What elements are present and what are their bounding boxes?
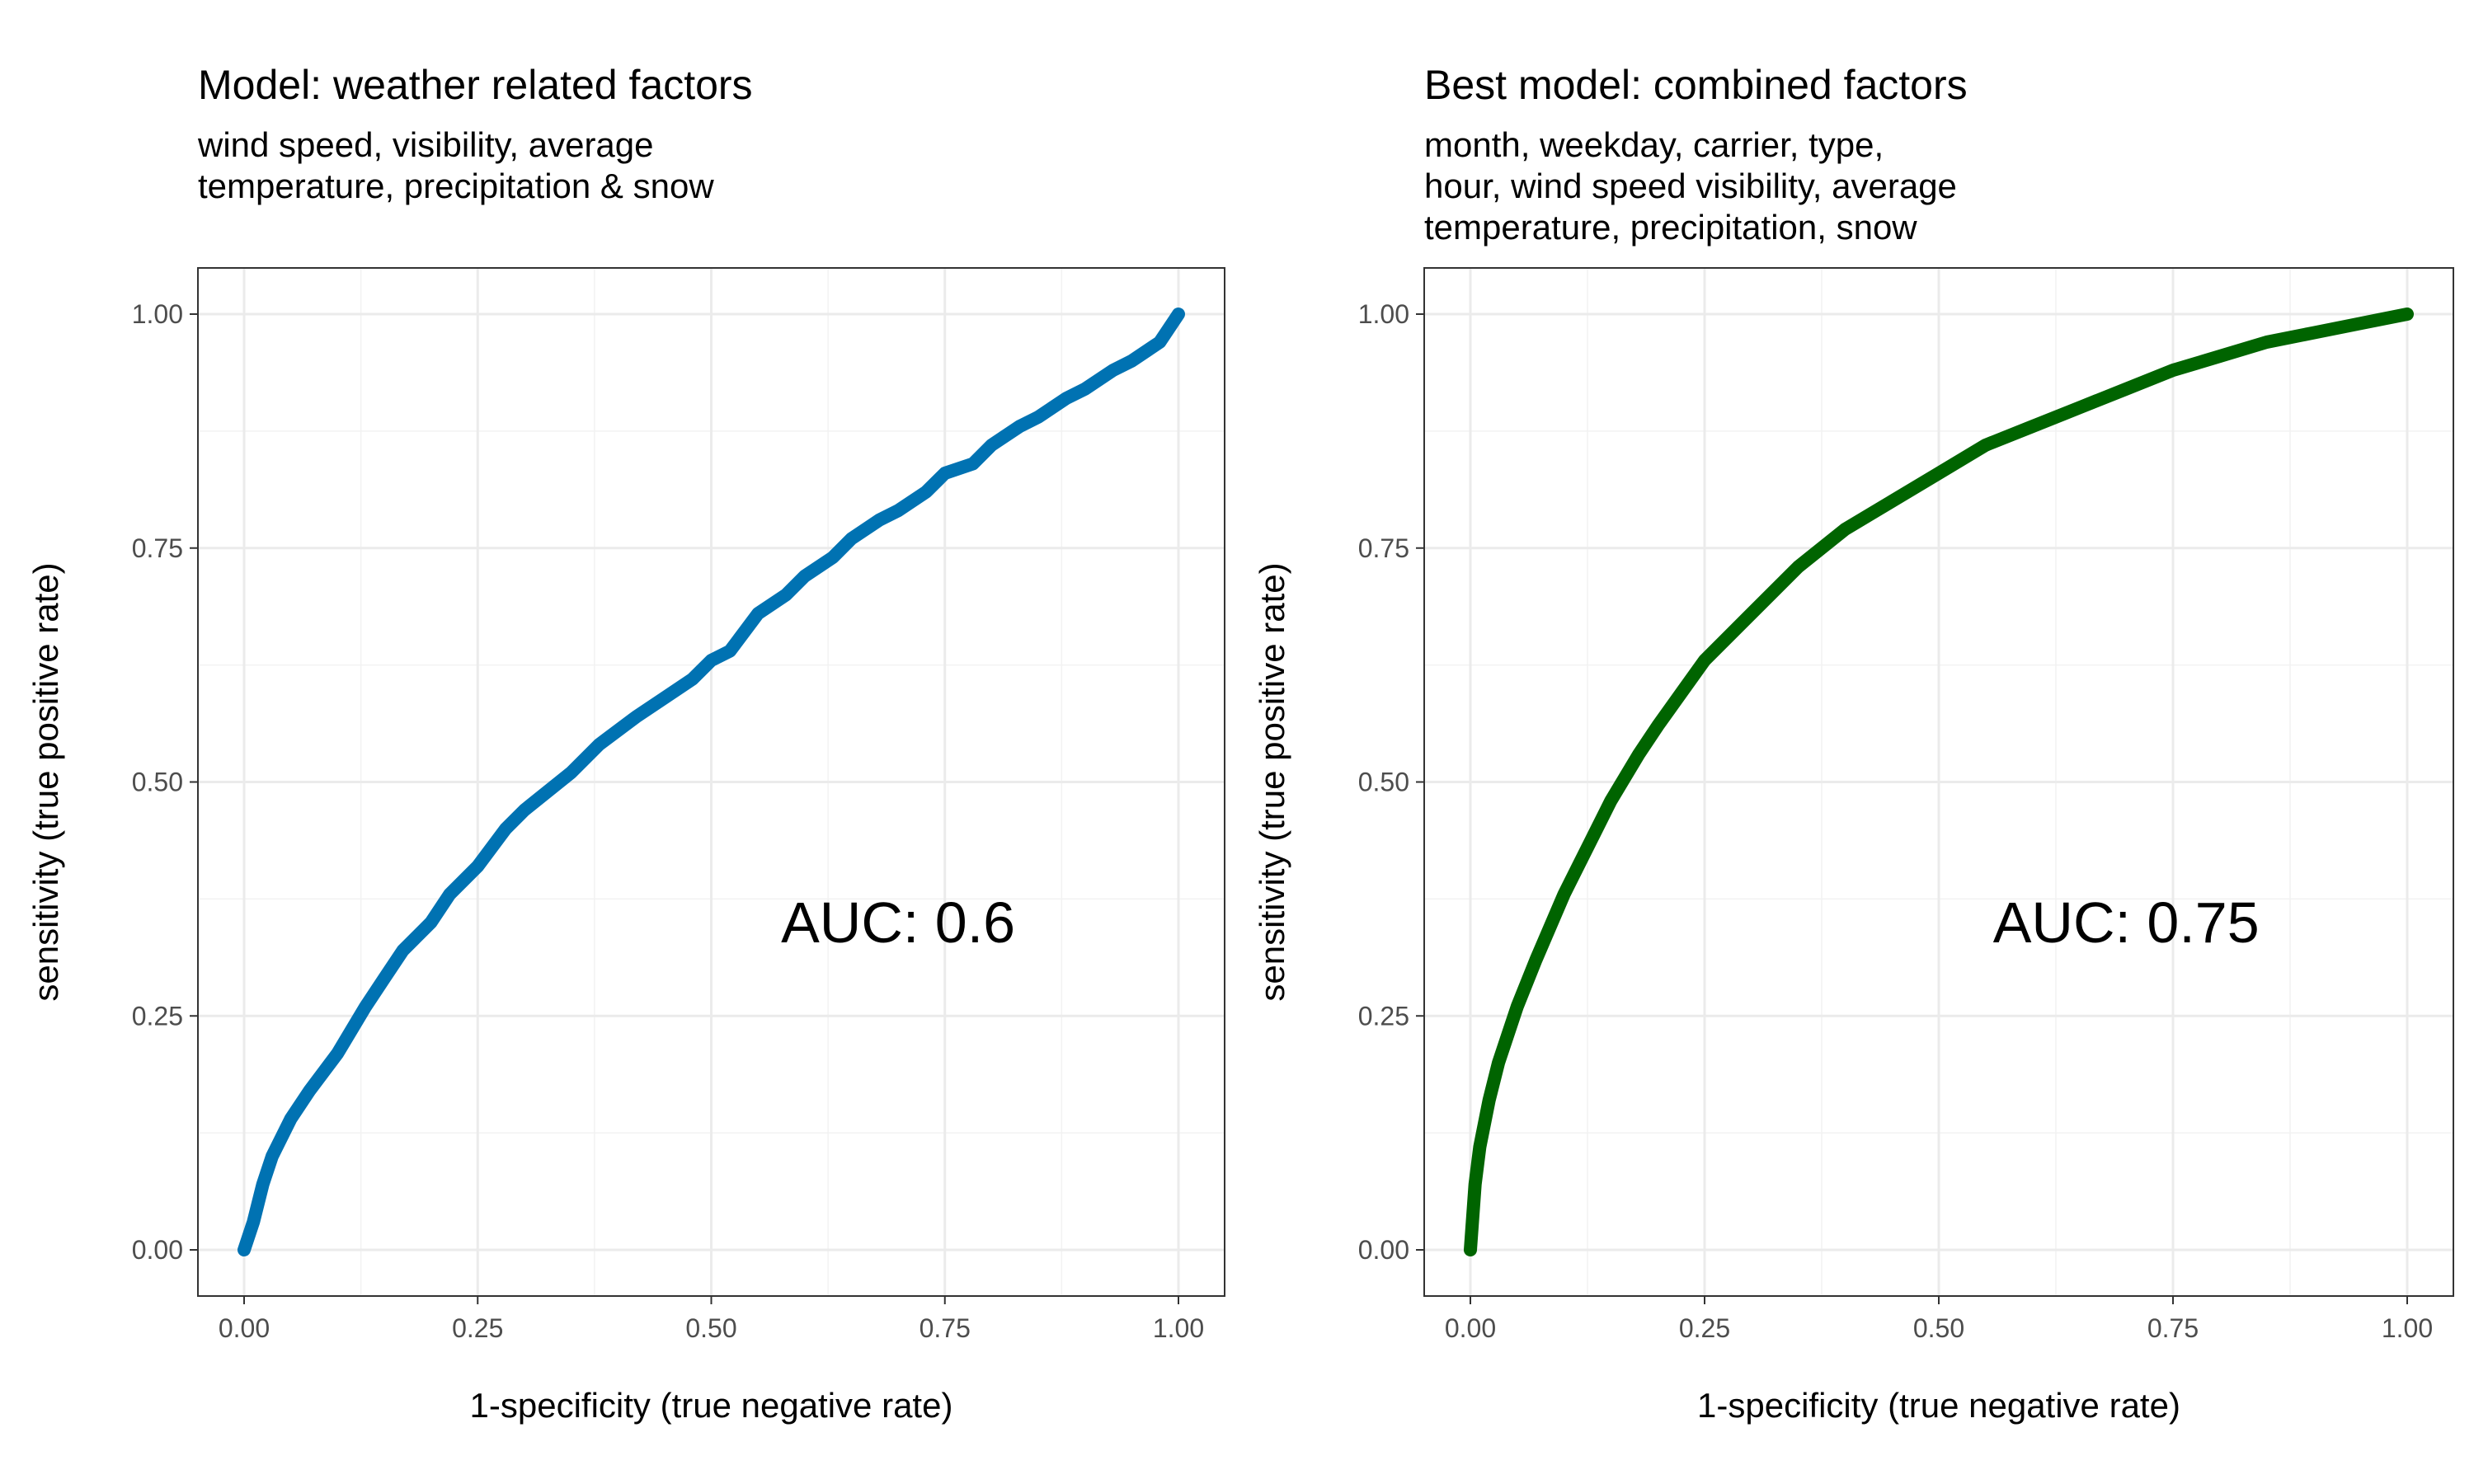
panel-combined-grid xyxy=(1424,268,2453,1296)
y-axis-title-combined: sensitivity (true positive rate) xyxy=(1253,562,1291,1001)
subtitle-line-weather-1: wind speed, visibility, average xyxy=(197,125,654,164)
x-tick-label: 0.00 xyxy=(1445,1313,1496,1343)
panel-weather-model: 0.00 0.25 0.50 0.75 1.00 0.00 0.25 0.50 0.75 1.0… xyxy=(26,62,1225,1425)
auc-annotation-weather: AUC: 0.6 xyxy=(781,890,1015,955)
subtitle-line-combined-3: temperature, precipitation, snow xyxy=(1424,208,1917,247)
x-axis-ticks-combined: 0.00 0.25 0.50 0.75 1.00 xyxy=(1445,1296,2433,1343)
y-tick-label: 0.25 xyxy=(132,1001,183,1031)
x-tick-label: 0.75 xyxy=(920,1313,971,1343)
roc-curve-combined xyxy=(1464,308,2414,1256)
y-tick-label: 0.75 xyxy=(132,533,183,563)
subtitle-line-weather-2: temperature, precipitation & snow xyxy=(198,167,714,205)
x-tick-label: 0.50 xyxy=(1913,1313,1964,1343)
y-tick-label: 1.00 xyxy=(1358,299,1409,329)
x-axis-ticks-weather: 0.00 0.25 0.50 0.75 1.00 xyxy=(219,1296,1204,1343)
y-tick-label: 0.00 xyxy=(1358,1235,1409,1265)
x-axis-title-combined: 1-specificity (true negative rate) xyxy=(1697,1386,2180,1425)
x-tick-label: 0.25 xyxy=(1679,1313,1730,1343)
chart-title-weather: Model: weather related factors xyxy=(198,62,753,108)
auc-annotation-combined: AUC: 0.75 xyxy=(1993,890,2260,955)
y-tick-label: 0.25 xyxy=(1358,1001,1409,1031)
x-tick-label: 0.75 xyxy=(2147,1313,2199,1343)
subtitle-line-combined-2: hour, wind speed visibility, average xyxy=(1424,167,1957,205)
x-tick-label: 1.00 xyxy=(2382,1313,2433,1343)
x-axis-title-weather: 1-specificity (true negative rate) xyxy=(470,1386,953,1425)
roc-curve-weather xyxy=(238,308,1185,1256)
panel-weather-grid xyxy=(198,268,1225,1296)
y-axis-ticks-combined: 0.00 0.25 0.50 0.75 1.00 xyxy=(1358,299,1424,1265)
y-tick-label: 0.50 xyxy=(1358,768,1409,797)
y-axis-ticks-weather: 0.00 0.25 0.50 0.75 1.00 xyxy=(132,299,198,1265)
panel-combined-model: 0.00 0.25 0.50 0.75 1.00 0.00 0.25 0.50 0.75 1.0… xyxy=(1253,62,2454,1425)
x-tick-label: 0.00 xyxy=(219,1313,270,1343)
x-tick-label: 1.00 xyxy=(1153,1313,1204,1343)
x-tick-label: 0.25 xyxy=(452,1313,503,1343)
y-tick-label: 1.00 xyxy=(132,299,183,329)
y-tick-label: 0.00 xyxy=(132,1235,183,1265)
y-tick-label: 0.75 xyxy=(1358,533,1409,563)
y-tick-label: 0.50 xyxy=(132,768,183,797)
y-axis-title-weather: sensitivity (true positive rate) xyxy=(26,562,65,1001)
x-tick-label: 0.50 xyxy=(685,1313,736,1343)
subtitle-line-combined-1: month, weekday, carrier, type, xyxy=(1424,125,1884,164)
chart-title-combined: Best model: combined factors xyxy=(1424,62,1968,108)
